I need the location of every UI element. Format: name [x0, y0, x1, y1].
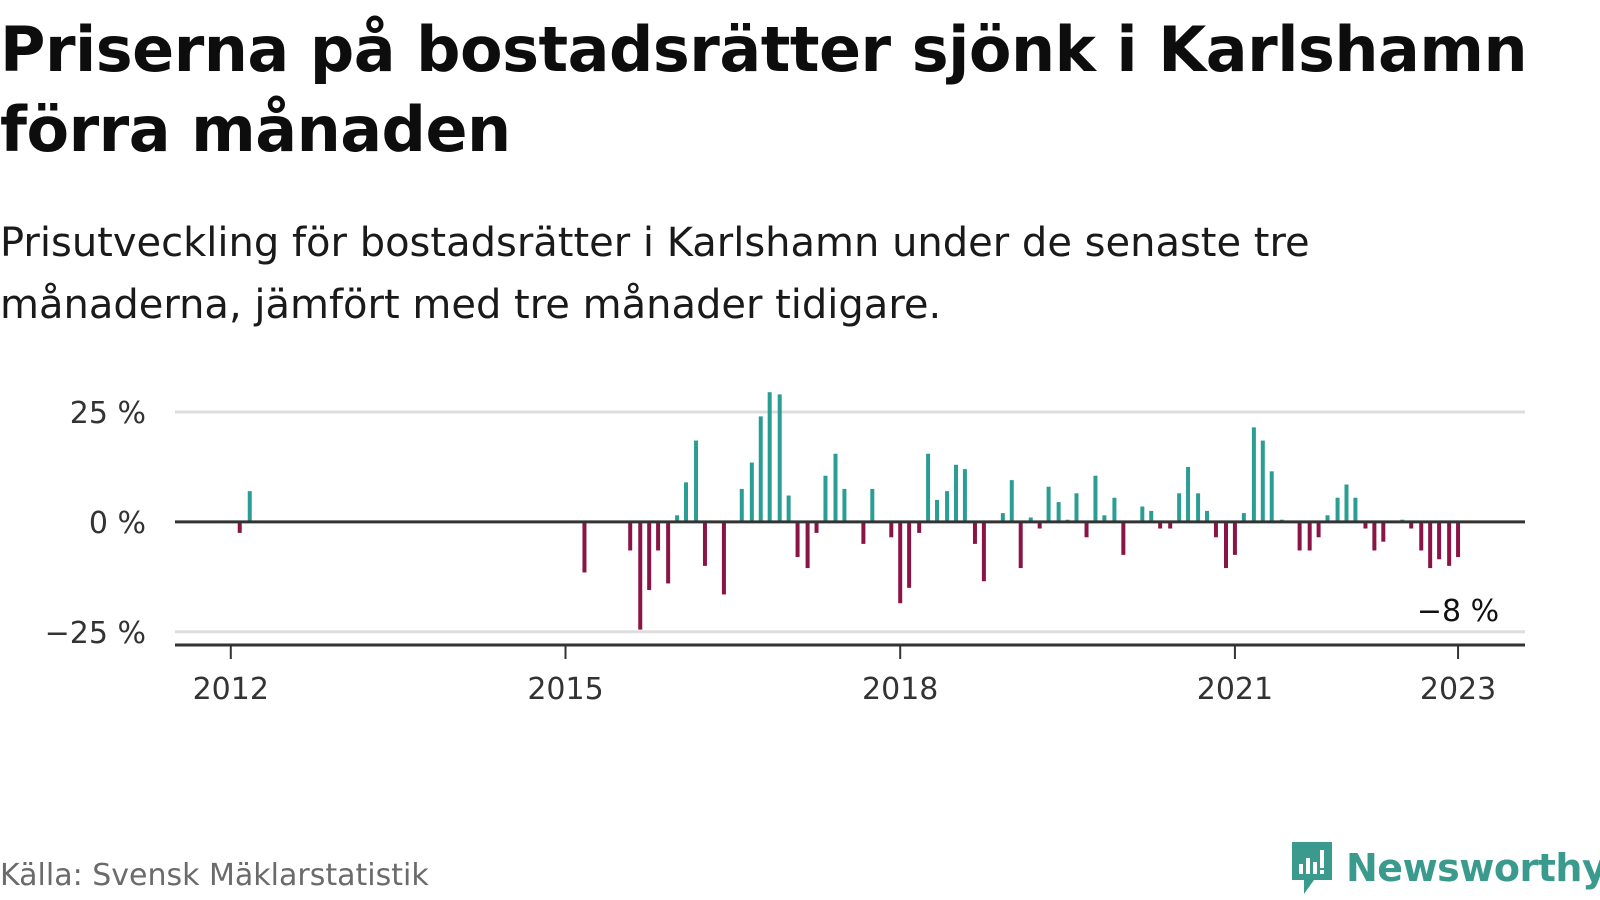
chart-subtitle: Prisutveckling för bostadsrätter i Karls…: [0, 220, 1310, 328]
data-bar: [758, 416, 763, 522]
data-bar: [935, 499, 940, 522]
data-bar: [1168, 521, 1173, 529]
data-bar: [1046, 486, 1051, 522]
brand-logo: Newsworthy: [1288, 838, 1600, 898]
data-bar: [582, 521, 587, 573]
data-bar: [675, 515, 680, 522]
data-bar: [842, 488, 847, 522]
data-bar: [1205, 510, 1210, 522]
data-bar: [1140, 506, 1145, 522]
data-bar: [972, 521, 977, 544]
data-bar: [1037, 521, 1042, 529]
data-bar: [1381, 521, 1386, 542]
data-bar: [907, 521, 912, 588]
data-bar: [1121, 521, 1126, 555]
data-bar: [1251, 427, 1256, 522]
data-bar: [1437, 521, 1442, 560]
data-bar: [666, 521, 671, 584]
data-bar: [1409, 521, 1414, 529]
data-bar: [1419, 521, 1424, 551]
data-bar: [889, 521, 894, 538]
data-bar: [1093, 475, 1098, 522]
data-bar: [1112, 497, 1117, 522]
data-bar: [1353, 497, 1358, 522]
data-bar: [1297, 521, 1302, 551]
data-bar: [926, 453, 931, 522]
data-bar: [628, 521, 633, 551]
data-bar: [656, 521, 661, 551]
x-tick-label: 2012: [193, 672, 269, 707]
x-tick-label: 2021: [1197, 672, 1273, 707]
data-bar: [1009, 480, 1014, 522]
data-bar: [1074, 493, 1079, 522]
data-bar: [870, 488, 875, 522]
data-bar: [833, 453, 838, 522]
x-tick-label: 2015: [527, 672, 603, 707]
data-bar: [1213, 521, 1218, 538]
data-bar: [1325, 515, 1330, 522]
data-bar: [1344, 484, 1349, 522]
x-tick-label: 2023: [1420, 672, 1496, 707]
bar-chart: 25 % 0 % −25 % 2012 2015 2018 2021 2023 −8 %: [45, 392, 1525, 707]
data-bar: [749, 462, 754, 522]
data-bar: [237, 521, 242, 533]
data-bar: [1241, 513, 1246, 522]
latest-value-label: −8 %: [1417, 594, 1499, 629]
data-bar: [1196, 493, 1201, 522]
data-bar: [1269, 471, 1274, 522]
data-bar: [953, 464, 958, 522]
data-bar: [1232, 521, 1237, 555]
y-tick-label: 0 %: [89, 506, 146, 541]
data-bar: [739, 488, 744, 522]
source-note: Källa: Svensk Mäklarstatistik: [0, 858, 429, 893]
data-bar: [1000, 513, 1005, 522]
data-bar: [1158, 521, 1163, 529]
data-bar: [1084, 521, 1089, 538]
data-bar: [786, 495, 791, 522]
y-tick-label: 25 %: [70, 396, 146, 431]
data-bar: [981, 521, 986, 582]
data-bar: [1223, 521, 1228, 569]
data-bar: [1186, 466, 1191, 522]
data-bar: [767, 392, 772, 522]
data-bar: [1028, 517, 1033, 522]
data-bar: [1316, 521, 1321, 538]
data-bar: [861, 521, 866, 544]
data-bar: [962, 469, 967, 522]
data-bar: [1056, 502, 1061, 522]
data-bar: [247, 491, 252, 522]
data-bar: [702, 521, 707, 566]
data-bar: [721, 521, 726, 595]
data-bar: [1447, 521, 1452, 566]
data-bar: [898, 521, 903, 604]
data-bar: [1260, 440, 1265, 522]
brand-name: Newsworthy: [1346, 846, 1600, 890]
data-bar: [814, 521, 819, 533]
data-bar: [823, 475, 828, 522]
data-bar: [1372, 521, 1377, 551]
data-bar: [917, 521, 922, 533]
x-tick-label: 2018: [862, 672, 938, 707]
data-bar: [1177, 493, 1182, 522]
chart-title: Priserna på bostadsrätter sjönk i Karlsh…: [0, 13, 1528, 166]
data-bar: [1149, 510, 1154, 522]
data-bar: [1456, 521, 1461, 558]
data-bar: [1018, 521, 1023, 569]
data-bar: [1102, 515, 1107, 522]
data-bar: [1428, 521, 1433, 569]
data-bar: [1363, 521, 1368, 529]
data-bar: [638, 521, 643, 630]
data-bar: [683, 482, 688, 522]
data-bar: [1335, 497, 1340, 522]
data-bar: [805, 521, 810, 569]
newsworthy-logo-icon: [1292, 842, 1332, 894]
data-bar: [694, 440, 699, 522]
y-tick-label: −25 %: [45, 616, 146, 651]
data-bar: [1307, 521, 1312, 551]
data-bar: [795, 521, 800, 558]
data-bar: [647, 521, 652, 591]
data-bar: [945, 491, 950, 522]
data-bar: [777, 394, 782, 522]
